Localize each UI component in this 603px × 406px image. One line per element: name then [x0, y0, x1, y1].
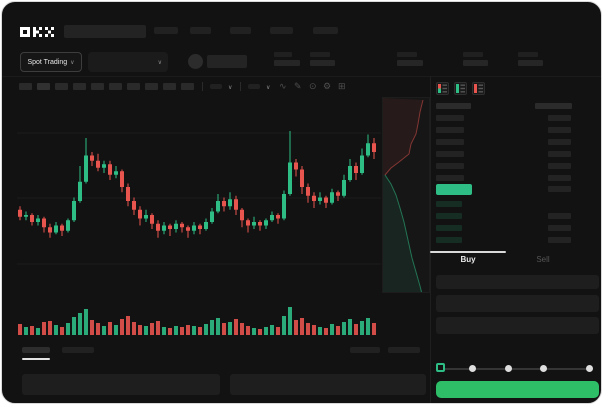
bid-row[interactable] — [436, 213, 462, 219]
bottom-panel-right — [230, 374, 426, 395]
bid-row[interactable] — [436, 201, 462, 207]
nav-item-1[interactable] — [154, 27, 178, 34]
percent-slider-handle-0[interactable] — [436, 363, 445, 372]
ask-amount — [548, 139, 571, 145]
timeframe-button-8[interactable] — [145, 83, 158, 90]
coin-avatar — [188, 54, 203, 69]
ask-row[interactable] — [436, 127, 464, 133]
chevron-down-icon: ∨ — [70, 59, 75, 66]
bottom-action-2[interactable] — [388, 347, 420, 353]
chart-type-dropdown[interactable] — [210, 84, 222, 89]
timeframe-button-1[interactable] — [19, 83, 32, 90]
ask-row[interactable] — [436, 175, 464, 181]
timeframe-button-5[interactable] — [91, 83, 104, 90]
last-price-amount — [548, 186, 571, 192]
timeframe-button-2[interactable] — [37, 83, 50, 90]
buy-submit-button[interactable] — [436, 381, 599, 398]
timeframe-button-10[interactable] — [181, 83, 194, 90]
timeframe-button-4[interactable] — [73, 83, 86, 90]
bid-row[interactable] — [436, 225, 462, 231]
buy-tab-indicator — [430, 251, 506, 253]
ask-row[interactable] — [436, 163, 464, 169]
tab-sell[interactable]: Sell — [536, 255, 550, 264]
ask-amount — [548, 127, 571, 133]
expand-fullscreen-icon[interactable]: ⊞ — [338, 81, 346, 91]
percent-slider-dot-25[interactable] — [469, 365, 476, 372]
percent-slider-track[interactable] — [441, 368, 589, 370]
volume-chart — [18, 307, 376, 335]
nav-item-5[interactable] — [313, 27, 338, 34]
bid-amount — [548, 237, 571, 243]
timeframe-button-3[interactable] — [55, 83, 68, 90]
orderbook-header-price — [436, 103, 471, 109]
bottom-tab-2[interactable] — [62, 347, 94, 353]
ask-amount — [548, 175, 571, 181]
order-form-field-total[interactable] — [436, 317, 599, 334]
depth-chart — [382, 97, 430, 293]
orderbook-header-amount — [535, 103, 572, 109]
market-type-label: Spot Trading — [27, 58, 68, 66]
chevron-down-icon[interactable]: ∨ — [266, 85, 271, 91]
pencil-draw-icon[interactable]: ✎ — [294, 81, 302, 91]
order-form-field-price[interactable] — [436, 275, 599, 289]
percent-slider-dot-75[interactable] — [540, 365, 547, 372]
percent-slider-dot-50[interactable] — [505, 365, 512, 372]
ask-amount — [548, 151, 571, 157]
okx-logo — [20, 26, 60, 38]
ask-amount — [548, 115, 571, 121]
orderbook-mode-bids-icon[interactable] — [454, 82, 467, 95]
toolbar-divider — [202, 82, 203, 91]
header-divider — [2, 76, 601, 77]
nav-item-4[interactable] — [270, 27, 293, 34]
timeframe-button-7[interactable] — [127, 83, 140, 90]
camera-snapshot-icon[interactable]: ⊙ — [309, 81, 317, 91]
bottom-tab-active-underline — [22, 358, 50, 360]
bottom-panel-left — [22, 374, 220, 395]
percent-slider-dot-100[interactable] — [586, 365, 593, 372]
ask-row[interactable] — [436, 151, 464, 157]
order-form-field-amount[interactable] — [436, 295, 599, 312]
indicator-dropdown[interactable] — [248, 84, 260, 89]
ask-amount — [548, 163, 571, 169]
panel-divider — [430, 76, 431, 403]
ask-row[interactable] — [436, 115, 464, 121]
last-price-badge[interactable] — [436, 184, 472, 195]
bottom-tab-active[interactable] — [22, 347, 50, 353]
bottom-action-1[interactable] — [350, 347, 380, 353]
tab-buy[interactable]: Buy — [460, 255, 476, 264]
ask-row[interactable] — [436, 139, 464, 145]
pair-name-placeholder — [207, 55, 247, 68]
nav-item-3[interactable] — [230, 27, 251, 34]
candlestick-chart[interactable] — [17, 100, 381, 294]
orderbook-mode-asks-icon[interactable] — [472, 82, 485, 95]
search-input[interactable] — [64, 25, 146, 38]
nav-item-2[interactable] — [190, 27, 211, 34]
chevron-down-icon[interactable]: ∨ — [228, 85, 233, 91]
wave-indicator-icon[interactable]: ∿ — [279, 81, 287, 91]
chevron-down-icon: ∨ — [157, 59, 162, 66]
market-type-selector[interactable]: Spot Trading ∨ — [20, 52, 82, 72]
timeframe-button-9[interactable] — [163, 83, 176, 90]
bid-amount — [548, 225, 571, 231]
gear-settings-icon[interactable]: ⚙ — [323, 81, 332, 91]
pair-selector-dropdown[interactable]: ∨ — [88, 52, 168, 72]
orderbook-mode-both-icon[interactable] — [436, 82, 449, 95]
bid-row[interactable] — [436, 237, 462, 243]
toolbar-divider — [240, 82, 241, 91]
timeframe-button-6[interactable] — [109, 83, 122, 90]
bid-amount — [548, 213, 571, 219]
